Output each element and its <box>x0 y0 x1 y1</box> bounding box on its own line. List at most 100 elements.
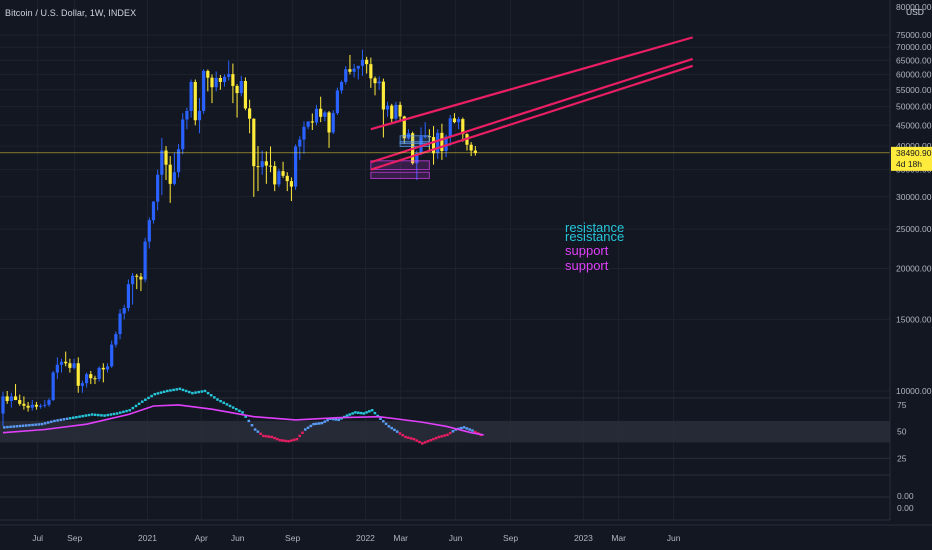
candle[interactable] <box>452 113 457 124</box>
candle[interactable] <box>47 398 51 407</box>
support-label[interactable]: support <box>565 243 609 258</box>
candle[interactable] <box>185 107 189 130</box>
candle[interactable] <box>356 65 360 80</box>
candle[interactable] <box>222 74 227 87</box>
candle[interactable] <box>1 391 5 427</box>
candle[interactable] <box>89 370 93 385</box>
candle[interactable] <box>22 396 26 410</box>
candle[interactable] <box>160 137 164 196</box>
candle[interactable] <box>398 101 402 122</box>
candle[interactable] <box>285 172 289 192</box>
candle[interactable] <box>9 392 13 408</box>
candle[interactable] <box>68 358 72 373</box>
candle[interactable] <box>448 114 452 147</box>
candle[interactable] <box>168 156 172 203</box>
candle[interactable] <box>331 110 335 135</box>
candle[interactable] <box>365 56 369 74</box>
candle[interactable] <box>243 77 248 111</box>
candle[interactable] <box>327 110 331 148</box>
candle[interactable] <box>323 110 327 122</box>
candle[interactable] <box>298 136 302 160</box>
candle[interactable] <box>5 391 9 404</box>
candle[interactable] <box>139 273 143 292</box>
candle[interactable] <box>26 401 30 412</box>
candle[interactable] <box>289 177 294 202</box>
candle[interactable] <box>39 403 43 409</box>
candle[interactable] <box>344 66 348 85</box>
candle[interactable] <box>210 74 214 104</box>
candle[interactable] <box>381 78 385 138</box>
candle[interactable] <box>55 357 59 380</box>
candle[interactable] <box>473 146 477 156</box>
candle[interactable] <box>101 363 105 383</box>
symbol-title[interactable]: Bitcoin / U.S. Dollar, 1W, INDEX <box>5 8 137 18</box>
support-zone[interactable] <box>370 160 430 171</box>
candle[interactable] <box>360 49 365 76</box>
candle[interactable] <box>256 146 260 192</box>
candle[interactable] <box>202 69 206 114</box>
candle[interactable] <box>30 400 34 411</box>
candle[interactable] <box>377 76 381 90</box>
candle[interactable] <box>294 144 298 190</box>
candle[interactable] <box>352 63 356 78</box>
candle[interactable] <box>93 375 97 385</box>
resistance-label[interactable]: resistance <box>565 229 624 244</box>
candle[interactable] <box>394 101 398 123</box>
candle[interactable] <box>18 394 22 406</box>
candle[interactable] <box>277 168 281 188</box>
trendline[interactable] <box>370 36 694 131</box>
candle[interactable] <box>248 99 252 134</box>
resistance-label[interactable]: resistance <box>565 220 624 235</box>
candle[interactable] <box>51 370 55 401</box>
trendline[interactable] <box>370 57 694 164</box>
candle[interactable] <box>193 79 197 126</box>
candle[interactable] <box>72 358 76 370</box>
candle[interactable] <box>118 309 122 340</box>
candle[interactable] <box>105 363 110 373</box>
candle[interactable] <box>156 169 160 211</box>
candle[interactable] <box>189 79 193 118</box>
candle[interactable] <box>319 96 323 123</box>
candle[interactable] <box>252 118 256 197</box>
candle[interactable] <box>431 126 436 165</box>
candle[interactable] <box>335 87 339 115</box>
candle[interactable] <box>80 380 85 393</box>
candle[interactable] <box>260 150 264 175</box>
candle[interactable] <box>147 217 151 249</box>
candle[interactable] <box>126 279 130 312</box>
candle[interactable] <box>218 75 222 90</box>
candle[interactable] <box>164 146 168 181</box>
support-label[interactable]: support <box>565 258 609 273</box>
candle[interactable] <box>436 129 440 159</box>
candle[interactable] <box>419 127 423 156</box>
candle[interactable] <box>214 71 218 92</box>
candle[interactable] <box>348 54 352 75</box>
candle[interactable] <box>310 113 314 131</box>
candle[interactable] <box>385 101 390 117</box>
candle[interactable] <box>306 121 310 130</box>
candle[interactable] <box>13 384 18 401</box>
candle[interactable] <box>114 331 118 348</box>
support-zone[interactable] <box>370 171 430 179</box>
candle[interactable] <box>176 143 181 178</box>
candle[interactable] <box>135 273 139 290</box>
candle[interactable] <box>390 103 394 123</box>
candle[interactable] <box>273 161 277 192</box>
candle[interactable] <box>457 116 461 130</box>
candle[interactable] <box>369 57 373 88</box>
candle[interactable] <box>76 357 80 393</box>
candle[interactable] <box>227 60 231 81</box>
currency-label[interactable]: USD <box>906 7 924 17</box>
candle[interactable] <box>181 113 185 155</box>
candle[interactable] <box>151 201 156 224</box>
candle[interactable] <box>85 372 89 388</box>
candle[interactable] <box>235 84 239 118</box>
candle[interactable] <box>339 80 344 94</box>
resistance-zone[interactable] <box>399 135 430 144</box>
candle[interactable] <box>461 117 465 142</box>
candle[interactable] <box>122 304 126 320</box>
candle[interactable] <box>440 123 444 160</box>
candle[interactable] <box>34 401 39 410</box>
